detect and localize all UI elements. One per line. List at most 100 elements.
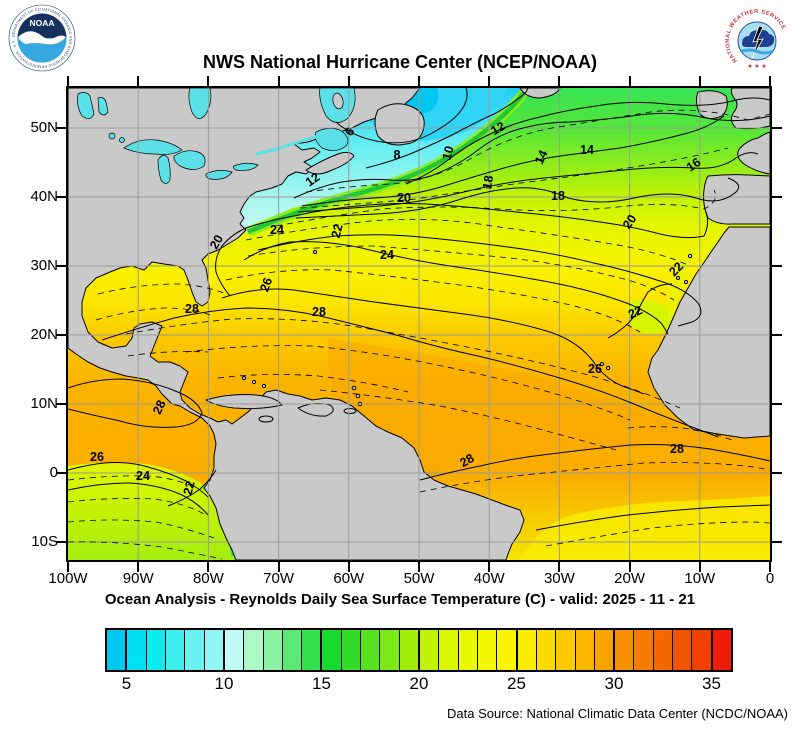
contour-label: 22 <box>626 303 645 322</box>
axis-tick <box>488 76 491 86</box>
contour-label: 22 <box>329 222 346 239</box>
land-canaries <box>683 279 689 285</box>
james-bay <box>188 87 212 119</box>
land-antilles <box>351 385 357 391</box>
colorbar-segment <box>652 630 673 670</box>
axis-tick <box>56 403 66 405</box>
land-bahamas <box>251 379 257 385</box>
colorbar-segment <box>710 630 731 670</box>
colorbar-tick-label: 30 <box>604 674 624 693</box>
axis-tick <box>56 541 66 543</box>
contour-label: 24 <box>380 248 394 262</box>
land-capeverde <box>599 361 605 367</box>
axis-tick <box>207 562 210 572</box>
lon-label: 10W <box>684 570 716 587</box>
lon-label: 50W <box>403 570 435 587</box>
axis-tick <box>137 562 140 572</box>
noaa-logo-label: NOAA <box>29 18 54 28</box>
colorbar-segment <box>613 630 634 670</box>
lon-label: 90W <box>122 570 154 587</box>
land-iberia <box>703 174 771 225</box>
lon-label: 40W <box>473 570 505 587</box>
axis-tick <box>628 76 631 86</box>
nws-logo: NATIONAL WEATHER SERVICE ★ ★ ★ <box>723 7 791 75</box>
noaa-logo-sea <box>17 38 67 63</box>
colorbar-segment <box>145 630 165 670</box>
lon-label: 0 <box>765 570 775 587</box>
contour-label: 28 <box>457 451 476 470</box>
colorbar-segment <box>672 630 692 670</box>
axis-tick <box>56 127 66 129</box>
land-madeira <box>687 253 693 259</box>
lake-winnipeg <box>77 92 95 119</box>
colorbar-tick-label: 10 <box>214 674 234 693</box>
colorbar-segment <box>438 630 458 670</box>
axis-tick <box>772 127 782 129</box>
contour-label: 8 <box>394 148 401 162</box>
colorbar-segment <box>203 630 223 670</box>
noaa-logo: NATIONAL OCEANIC AND ATMOSPHERIC ADMINIS… <box>8 4 76 72</box>
colorbar-segment <box>281 630 302 670</box>
colorbar-segment <box>457 630 477 670</box>
colorbar-segment <box>535 630 556 670</box>
colorbar-tick-label: 5 <box>121 674 132 693</box>
lake-winnipeg-2 <box>97 97 109 116</box>
contour-label: 20 <box>620 212 639 231</box>
lon-label: 100W <box>48 570 88 587</box>
land-cuba <box>205 394 283 410</box>
contour-label: 26 <box>257 276 275 294</box>
contour-label: 22 <box>181 479 198 496</box>
contours-solid <box>67 87 771 531</box>
land-jamaica <box>258 415 274 423</box>
lake-huron <box>173 150 206 170</box>
nws-stars: ★ ★ ★ <box>747 63 766 70</box>
axis-tick <box>772 472 782 474</box>
land-bahamas <box>241 375 247 381</box>
axis-tick <box>558 76 561 86</box>
axis-tick <box>418 562 420 572</box>
bay-island <box>332 92 344 110</box>
contour-label: 24 <box>136 469 150 483</box>
axis-tick <box>772 403 782 405</box>
axis-tick <box>769 76 771 86</box>
colorbar-segment <box>184 630 204 670</box>
colorbar-segment <box>398 630 418 670</box>
colorbar-segment <box>301 630 321 670</box>
lon-label: 60W <box>333 570 365 587</box>
contour-label: 20 <box>207 232 226 251</box>
colorbar-tick-label: 35 <box>702 674 721 693</box>
lon-label: 30W <box>543 570 575 587</box>
contour-label: 28 <box>185 302 199 316</box>
axis-tick <box>772 265 782 267</box>
land-newfoundland <box>374 103 425 146</box>
axis-tick <box>56 196 66 198</box>
colorbar-segment <box>340 630 361 670</box>
axis-tick <box>698 562 701 572</box>
lake-ontario <box>232 162 259 171</box>
lat-label: 0 <box>49 464 58 481</box>
land-americas <box>67 87 525 561</box>
axis-tick <box>347 76 350 86</box>
axis-tick <box>772 196 782 198</box>
lon-label: 70W <box>263 570 295 587</box>
colorbar-segment <box>379 630 399 670</box>
axis-tick <box>769 562 771 572</box>
axis-tick <box>418 76 420 86</box>
lon-label: 20W <box>614 570 646 587</box>
colorbar-segment <box>320 630 341 670</box>
colorbar-tick-label: 25 <box>507 674 526 693</box>
gulf-st-lawrence <box>314 128 349 151</box>
colorbar-segment <box>262 630 282 670</box>
land-bahamas <box>261 383 267 389</box>
small-lake <box>119 137 125 143</box>
lake-michigan <box>157 155 171 184</box>
axis-tick <box>56 472 66 474</box>
land-puertorico <box>343 408 357 414</box>
contour-label: 18 <box>480 174 496 190</box>
lat-label: 40N <box>30 188 58 205</box>
axis-tick <box>628 562 631 572</box>
data-source: Data Source: National Climatic Data Cent… <box>447 706 788 721</box>
axis-tick <box>347 562 350 572</box>
contour-label: 12 <box>488 119 507 138</box>
